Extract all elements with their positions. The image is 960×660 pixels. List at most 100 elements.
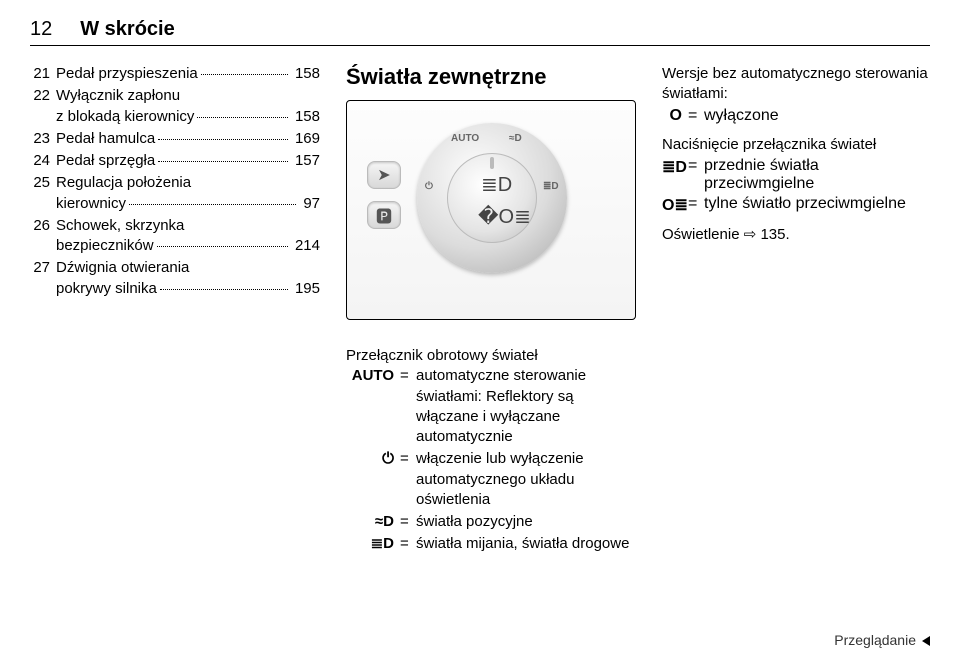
index-item: 25Regulacja położeniakierownicy97 [30, 173, 320, 214]
index-item: 24Pedał sprzęgła 157 [30, 151, 320, 171]
definition-value: włączenie lub wyłączenie automatycznego … [416, 449, 636, 510]
definition-value: przednie światła przeciwmgielne [704, 157, 930, 193]
index-item-page-ref: 214 [291, 236, 320, 256]
definition-key: AUTO [346, 366, 400, 447]
section-heading: Światła zewnętrzne [346, 64, 636, 90]
leader-dots [160, 276, 288, 290]
footer-nav[interactable]: Przeglądanie [834, 632, 930, 648]
definition-key: ≈D [346, 512, 400, 532]
light-switch-diagram: ⏻ AUTO ≈D ≣D ≣D �O≣ ➤ 🅿 [346, 100, 636, 320]
index-item: 23Pedał hamulca 169 [30, 129, 320, 149]
rotary-switch-definitions: Przełącznik obrotowy świateł AUTO=automa… [346, 346, 636, 555]
index-item: 22Wyłącznik zapłonuz blokadą kierownicy 1… [30, 86, 320, 127]
press-switch-label: Naciśnięcie przełącznika świateł [662, 135, 930, 155]
page-number: 12 [30, 18, 52, 41]
arc-label-off-icon: ⏻ [425, 181, 433, 192]
index-list: 21Pedał przyspieszenia15822Wyłącznik zap… [30, 64, 320, 557]
index-item-body: Pedał sprzęgła 157 [56, 151, 320, 171]
leader-dots [129, 191, 296, 205]
index-item-body: Dźwignia otwieraniapokrywy silnika195 [56, 258, 320, 299]
definition-key: ⏻ [346, 449, 400, 510]
equals-sign: = [400, 366, 416, 447]
definition-value: światła mijania, światła drogowe [416, 534, 636, 554]
definition-row: AUTO=automatyczne sterowanie światłami: … [346, 366, 636, 447]
definition-row: ≈D=światła pozycyjne [346, 512, 636, 532]
definition-row: ⏻=włączenie lub wyłączenie automatyczneg… [346, 449, 636, 510]
definition-value: automatyczne sterowanie światłami: Refle… [416, 366, 636, 447]
index-item-body: Pedał przyspieszenia 158 [56, 64, 320, 84]
index-item: 27Dźwignia otwieraniapokrywy silnika195 [30, 258, 320, 299]
index-item-page-ref: 195 [291, 279, 320, 299]
footer-label: Przeglądanie [834, 632, 916, 648]
index-item-number: 26 [30, 216, 56, 257]
index-item-number: 22 [30, 86, 56, 127]
index-item-page-ref: 97 [299, 194, 320, 214]
index-item-number: 24 [30, 151, 56, 171]
equals-sign: = [400, 512, 416, 532]
index-item-page-ref: 157 [291, 151, 320, 171]
aux-button-bottom-icon: 🅿 [376, 203, 392, 227]
index-item: 21Pedał przyspieszenia 158 [30, 64, 320, 84]
index-item-page-ref: 169 [291, 129, 320, 149]
definition-key: ≣D [346, 534, 400, 554]
index-item-label: Pedał hamulca [56, 129, 155, 149]
index-item-label: Pedał sprzęgła [56, 151, 155, 171]
variant-info: Wersje bez automatycznego sterowania świ… [662, 64, 930, 557]
def-title: Przełącznik obrotowy świateł [346, 346, 636, 366]
equals-sign: = [688, 195, 704, 215]
definition-key: O≣ [662, 195, 688, 215]
arc-label-headlight-icon: ≣D [543, 181, 559, 192]
index-item-number: 21 [30, 64, 56, 84]
definition-value: tylne światło przeciwmgielne [704, 195, 930, 215]
index-item-page-ref: 158 [291, 64, 320, 84]
definition-value: światła pozycyjne [416, 512, 636, 532]
dial-marker [490, 157, 494, 169]
index-item-number: 27 [30, 258, 56, 299]
index-item-number: 25 [30, 173, 56, 214]
index-item-label: bezpieczników [56, 236, 154, 256]
variant-intro: Wersje bez automatycznego sterowania świ… [662, 64, 930, 105]
leader-dots [157, 234, 288, 248]
equals-sign: = [688, 107, 704, 125]
index-item-number: 23 [30, 129, 56, 149]
definition-key: ≣D [662, 157, 688, 193]
leader-dots [158, 126, 288, 140]
index-item-body: Regulacja położeniakierownicy97 [56, 173, 320, 214]
fog-rear-icon: �O≣ [478, 204, 531, 229]
equals-sign: = [400, 534, 416, 554]
lighting-ref-text-a: Oświetlenie [662, 226, 744, 243]
definition-row: ≣D=światła mijania, światła drogowe [346, 534, 636, 554]
index-item-body: Pedał hamulca 169 [56, 129, 320, 149]
definition-row: O≣=tylne światło przeciwmgielne [662, 195, 930, 215]
equals-sign: = [688, 157, 704, 193]
aux-button-top-icon: ➤ [377, 165, 390, 185]
arc-label-auto: AUTO [451, 133, 479, 144]
equals-sign: = [400, 449, 416, 510]
index-item-body: Schowek, skrzynkabezpieczników214 [56, 216, 320, 257]
index-item-label: Wyłącznik zapłonu [56, 86, 180, 106]
dial-inner: ≣D �O≣ [447, 153, 537, 243]
aux-button-top: ➤ [367, 161, 401, 189]
index-item-label: kierownicy [56, 194, 126, 214]
leader-dots [158, 149, 288, 163]
index-item-page-ref: 158 [291, 107, 320, 127]
page-header: 12 W skrócie [30, 18, 930, 46]
back-arrow-icon [922, 636, 930, 646]
aux-button-bottom: 🅿 [367, 201, 401, 229]
lighting-ref: Oświetlenie ⇨ 135. [662, 225, 930, 245]
off-symbol: O [662, 107, 688, 125]
index-item-label: z blokadą kierownicy [56, 107, 194, 127]
off-label: wyłączone [704, 107, 930, 125]
index-item-body: Wyłącznik zapłonuz blokadą kierownicy 158 [56, 86, 320, 127]
leader-dots [201, 62, 288, 76]
arrow-icon: ⇨ [744, 226, 757, 243]
page-title: W skrócie [80, 18, 174, 41]
index-item: 26Schowek, skrzynkabezpieczników214 [30, 216, 320, 257]
arc-label-parking-icon: ≈D [509, 133, 522, 144]
index-item-label: pokrywy silnika [56, 279, 157, 299]
leader-dots [197, 104, 288, 118]
fog-front-icon: ≣D [481, 172, 512, 197]
definition-row: ≣D=przednie światła przeciwmgielne [662, 157, 930, 193]
lighting-ref-text-b: 135. [756, 226, 789, 243]
index-item-label: Pedał przyspieszenia [56, 64, 198, 84]
